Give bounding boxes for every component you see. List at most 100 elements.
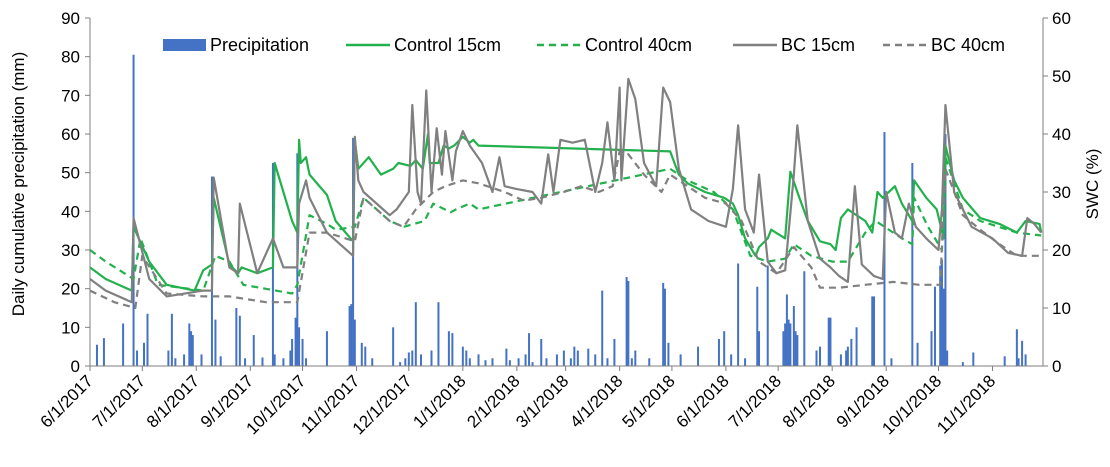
precip-bar [447,331,450,366]
precip-bar [437,302,440,366]
precip-bar [942,288,945,366]
precip-bar [758,331,761,366]
precip-bar [939,265,942,366]
precip-bar [576,350,579,366]
precip-bar [796,335,799,366]
precip-bar [170,313,173,366]
series-line-control-40cm [89,156,1042,295]
precip-bar [634,350,637,366]
precip-bar [540,338,543,366]
precip-bar [360,342,363,366]
precip-bar [785,294,788,366]
precip-bar [235,308,238,366]
precip-bar [839,354,842,366]
precip-bar [625,277,628,366]
precip-bar [940,259,943,366]
precip-bar [411,350,414,366]
precip-bar [289,350,292,366]
precip-bar [873,296,875,366]
precip-bar [1003,356,1006,366]
precip-bar [663,288,666,366]
precip-bar [508,360,511,366]
precip-bar [491,358,494,366]
precip-bar [818,346,821,366]
precip-bar [174,358,177,366]
x-tick-label: 8/1/2017 [143,371,203,431]
precip-bar [606,358,609,366]
x-tick-label: 5/1/2018 [618,371,678,431]
precip-bar [214,319,217,366]
y-axis-left-label: Daily cumulative precipitation (mm) [9,52,28,317]
x-tick-label: 8/1/2018 [779,371,839,431]
chart-legend: Precipitation Control 15cm Control 40cm BC … [163,35,1005,55]
precip-bar [792,306,795,366]
precip-bar [143,342,146,366]
precip-bar [662,282,665,366]
precip-bar [717,338,720,366]
precip-bar [505,348,508,366]
precip-bar [630,358,633,366]
y-left-tick-label: 10 [61,318,80,337]
precip-bar [1017,358,1020,366]
precip-bar [238,315,241,366]
legend-item: Control 15cm [346,35,501,55]
series-line-control-15cm [89,132,1043,292]
precip-bar [517,358,520,366]
y-right-tick-label: 60 [1052,9,1071,28]
precip-bar [766,265,769,366]
y-right-tick-label: 40 [1052,125,1071,144]
precip-bar [484,360,487,366]
series-line-bc-40cm [89,150,1042,310]
precip-bar [122,323,125,366]
precip-bar [871,296,874,366]
precip-bar [531,362,534,366]
precip-bar [627,280,630,366]
precip-bar [191,335,194,366]
precip-bar [667,342,670,366]
precip-bar [679,354,682,366]
y-right-tick-label: 0 [1052,357,1061,376]
precip-bar [252,335,255,366]
x-tick-label: 7/1/2018 [725,371,785,431]
precip-bar [756,286,759,366]
y-right-tick-label: 50 [1052,67,1071,86]
precip-bar [407,352,410,366]
precip-bar [404,358,407,366]
precip-bar [420,354,423,366]
precip-bar [815,350,818,366]
precip-bar [782,331,785,366]
x-tick-label: 4/1/2018 [566,371,626,431]
precip-bar [846,346,849,366]
precip-bar [784,323,787,366]
precip-bar [451,333,454,366]
x-tick-label: 6/1/2018 [673,371,733,431]
precip-bar [944,134,947,366]
precip-bar [697,346,700,366]
x-tick-label: 6/1/2017 [37,371,97,431]
precip-bar [364,346,367,366]
precip-bar [301,338,304,366]
swc-lines [89,77,1043,310]
precip-bar [146,313,149,366]
precipitation-bars [95,54,1027,366]
precip-bar [190,331,193,366]
precip-bar [601,290,604,366]
precip-bar [730,354,733,366]
precip-bar [167,350,170,366]
precip-bar [723,331,726,366]
x-tick-label: 11/1/2018 [933,371,999,437]
precip-bar [1015,329,1018,366]
precip-bar [219,356,222,366]
precip-bar [573,346,576,366]
legend-item: BC 40cm [883,35,1005,55]
precip-bar [200,354,203,366]
precip-bar [244,358,247,366]
precip-bar [946,350,949,366]
legend-label: Control 15cm [394,35,501,55]
x-tick-label: 3/1/2018 [512,371,572,431]
precip-bar [353,319,356,366]
precip-bar [430,350,433,366]
precip-bar [528,333,531,366]
x-tick-label: 1/1/2018 [409,371,469,431]
precip-bar [744,358,747,366]
